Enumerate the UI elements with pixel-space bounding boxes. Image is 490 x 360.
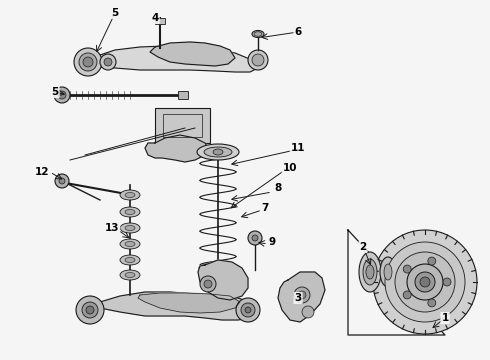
Polygon shape [82,292,255,320]
Polygon shape [278,272,325,322]
Ellipse shape [120,270,140,280]
Ellipse shape [120,207,140,217]
Text: 9: 9 [269,237,275,247]
Ellipse shape [125,273,135,278]
Circle shape [385,242,465,322]
Circle shape [241,303,255,317]
Circle shape [420,277,430,287]
Circle shape [59,178,65,184]
Text: 13: 13 [105,223,119,233]
Ellipse shape [363,259,377,285]
Circle shape [55,174,69,188]
Circle shape [403,265,411,273]
Circle shape [302,306,314,318]
Ellipse shape [213,149,223,155]
Polygon shape [88,46,258,72]
Ellipse shape [204,147,232,157]
Text: 2: 2 [359,242,367,252]
Text: 8: 8 [274,183,282,193]
Circle shape [407,264,443,300]
Bar [155,108,210,143]
Ellipse shape [120,255,140,265]
Ellipse shape [125,225,135,230]
Bar [178,91,188,99]
Ellipse shape [359,252,381,292]
Circle shape [76,296,104,324]
Circle shape [104,58,112,66]
Ellipse shape [197,144,239,160]
Ellipse shape [120,239,140,249]
Bar [163,114,202,137]
Text: 4: 4 [151,13,159,23]
Circle shape [236,298,260,322]
Ellipse shape [199,263,237,273]
Circle shape [395,252,455,312]
Ellipse shape [380,257,396,287]
Text: 5: 5 [111,8,119,18]
Circle shape [200,276,216,292]
Ellipse shape [125,193,135,198]
Circle shape [294,287,310,303]
Circle shape [82,302,98,318]
Text: 1: 1 [441,313,449,323]
Polygon shape [198,260,248,300]
Circle shape [86,306,94,314]
Polygon shape [138,293,240,313]
Circle shape [443,278,451,286]
Circle shape [248,50,268,70]
Ellipse shape [125,242,135,247]
Text: 10: 10 [283,163,297,173]
Text: 6: 6 [294,27,302,37]
Ellipse shape [120,223,140,233]
Circle shape [252,235,258,241]
Ellipse shape [252,31,264,37]
Circle shape [415,272,435,292]
Ellipse shape [366,265,374,279]
Circle shape [54,87,70,103]
Bar [155,18,165,24]
Circle shape [248,231,262,245]
Text: 3: 3 [294,293,302,303]
Text: 12: 12 [35,167,49,177]
Ellipse shape [125,257,135,262]
Circle shape [74,48,102,76]
Circle shape [373,230,477,334]
Ellipse shape [125,210,135,215]
Circle shape [79,53,97,71]
Ellipse shape [384,264,392,280]
Circle shape [100,54,116,70]
Circle shape [252,54,264,66]
Polygon shape [150,42,235,66]
Circle shape [298,291,306,299]
Circle shape [403,291,411,299]
Circle shape [428,299,436,307]
Text: 11: 11 [291,143,305,153]
Polygon shape [145,135,208,162]
Circle shape [58,91,66,99]
Text: 5: 5 [51,87,59,97]
Circle shape [83,57,93,67]
Circle shape [204,280,212,288]
Ellipse shape [120,190,140,200]
Ellipse shape [254,32,262,36]
Text: 7: 7 [261,203,269,213]
Circle shape [245,307,251,313]
Circle shape [428,257,436,265]
